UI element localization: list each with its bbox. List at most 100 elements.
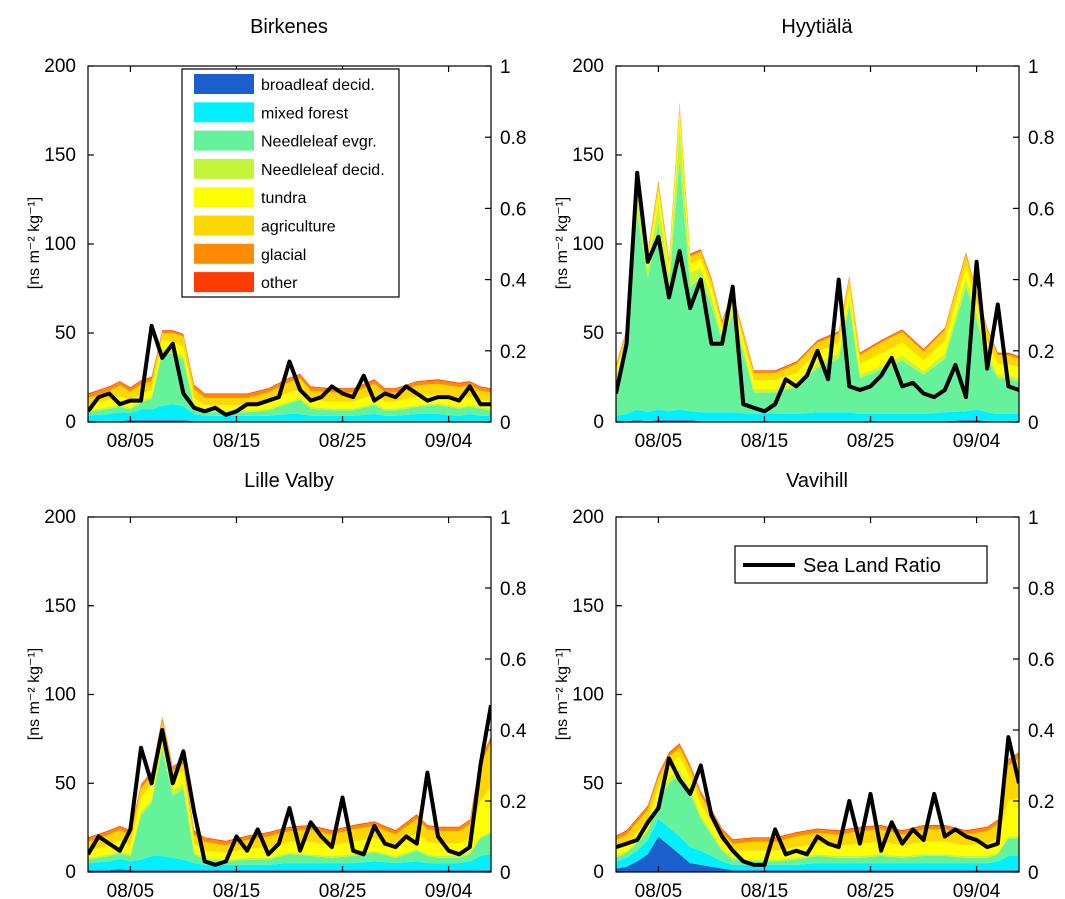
x-tick-label: 08/05 bbox=[107, 881, 155, 899]
y2-tick-label: 0.2 bbox=[1028, 792, 1054, 813]
y2-tick-label: 0.6 bbox=[1028, 199, 1054, 220]
stacked-areas bbox=[88, 323, 491, 422]
y2-tick-label: 0.8 bbox=[500, 579, 526, 600]
y-axis-label: [ns m⁻² kg⁻¹] bbox=[26, 197, 43, 289]
sea-land-ratio-line bbox=[616, 735, 1019, 867]
y-tick-label: 0 bbox=[593, 862, 604, 883]
y-tick-label: 100 bbox=[572, 685, 604, 706]
y-tick-label: 200 bbox=[572, 56, 604, 77]
panel-birkenes: Birkenes [ns m⁻² kg⁻¹] 05010015020000.20… bbox=[26, 16, 527, 452]
x-tick-label: 09/04 bbox=[425, 881, 473, 899]
area-tundra bbox=[616, 756, 1019, 860]
stacked-areas bbox=[616, 102, 1019, 422]
legend-label: tundra bbox=[261, 190, 306, 207]
y2-tick-label: 1 bbox=[1028, 508, 1039, 529]
area-agriculture bbox=[88, 333, 491, 406]
x-tick-label: 08/25 bbox=[847, 431, 895, 452]
legend-line-label: Sea Land Ratio bbox=[803, 555, 941, 577]
legend-swatch bbox=[194, 158, 254, 179]
panel-lille-valby: Lille Valby [ns m⁻² kg⁻¹] 05010015020000… bbox=[26, 470, 527, 899]
legend-label: agriculture bbox=[261, 219, 336, 236]
y2-tick-label: 0 bbox=[1028, 413, 1039, 434]
y2-tick-label: 0.4 bbox=[1028, 271, 1055, 292]
area-mixed-forest bbox=[88, 404, 491, 422]
legend-swatch bbox=[194, 102, 254, 123]
y-tick-label: 50 bbox=[55, 323, 76, 344]
y2-tick-label: 0 bbox=[500, 413, 511, 434]
y-axis-label: [ns m⁻² kg⁻¹] bbox=[554, 197, 571, 289]
land-cover-legend: broadleaf decid. mixed forest Needleleaf e… bbox=[181, 68, 400, 298]
area-mixed-forest bbox=[616, 818, 1019, 871]
y-axis-label: [ns m⁻² kg⁻¹] bbox=[554, 648, 571, 740]
area-tundra bbox=[88, 728, 491, 860]
stacked-areas bbox=[88, 704, 491, 872]
y-tick-label: 100 bbox=[572, 234, 604, 255]
panel-vavihill: Vavihill [ns m⁻² kg⁻¹] 05010015020000.20… bbox=[554, 470, 1055, 899]
y2-tick-label: 0.8 bbox=[500, 128, 526, 149]
legend-swatch bbox=[194, 215, 254, 236]
x-tick-label: 08/15 bbox=[213, 431, 261, 452]
x-tick-label: 09/04 bbox=[953, 881, 1001, 899]
x-tick-label: 08/15 bbox=[213, 881, 261, 899]
y-tick-label: 200 bbox=[44, 507, 76, 528]
area-mixed-forest bbox=[88, 854, 491, 871]
legend-swatch bbox=[194, 130, 254, 151]
area-broadleaf-decid bbox=[88, 869, 491, 872]
legend-label: Needleleaf decid. bbox=[261, 162, 385, 179]
y2-tick-label: 1 bbox=[500, 57, 511, 78]
panel-title: Hyytiälä bbox=[781, 16, 853, 38]
y2-tick-label: 0.8 bbox=[1028, 128, 1054, 149]
legend-swatch bbox=[194, 187, 254, 208]
y-tick-label: 150 bbox=[44, 145, 76, 166]
legend-swatch bbox=[194, 272, 254, 293]
y-tick-label: 100 bbox=[44, 685, 76, 706]
y-tick-label: 0 bbox=[65, 862, 76, 883]
panel-title: Vavihill bbox=[786, 470, 848, 492]
area-needleleaf-evgr bbox=[616, 160, 1019, 416]
plot-area: 0 50 100 150 200 0 0.2 0.4 0.6 0.8 1 08/05 08/15 08/2… bbox=[44, 56, 527, 452]
x-tick-label: 08/05 bbox=[635, 881, 683, 899]
x-tick-label: 08/25 bbox=[319, 431, 367, 452]
sea-land-ratio-legend: Sea Land Ratio bbox=[734, 545, 988, 584]
y-tick-label: 150 bbox=[572, 145, 604, 166]
y-tick-label: 50 bbox=[583, 323, 604, 344]
y2-tick-label: 1 bbox=[1028, 57, 1039, 78]
y-tick-label: 0 bbox=[593, 412, 604, 433]
x-tick-label: 08/05 bbox=[107, 431, 155, 452]
y-tick-label: 50 bbox=[583, 773, 604, 794]
legend-label: broadleaf decid. bbox=[261, 77, 375, 94]
legend-label: mixed forest bbox=[261, 105, 349, 122]
y-tick-label: 150 bbox=[44, 596, 76, 617]
x-tick-label: 09/04 bbox=[953, 431, 1001, 452]
area-mixed-forest bbox=[616, 409, 1019, 422]
y-tick-label: 200 bbox=[44, 56, 76, 77]
y2-tick-label: 0.6 bbox=[1028, 650, 1054, 671]
y2-tick-label: 0.2 bbox=[1028, 342, 1054, 363]
y-tick-label: 100 bbox=[44, 234, 76, 255]
sea-land-ratio-line bbox=[88, 323, 491, 417]
x-tick-label: 08/25 bbox=[847, 881, 895, 899]
y2-tick-label: 0.6 bbox=[500, 199, 526, 220]
sea-land-ratio-line bbox=[88, 704, 491, 867]
area-agriculture bbox=[88, 721, 491, 853]
legend-label: Needleleaf evgr. bbox=[261, 134, 377, 151]
legend-swatch bbox=[194, 243, 254, 264]
panel-hyytiala: Hyytiälä [ns m⁻² kg⁻¹] 0 50 100 150 200 0 0.2 0… bbox=[554, 16, 1055, 452]
x-tick-label: 08/15 bbox=[741, 431, 789, 452]
y-axis-label: [ns m⁻² kg⁻¹] bbox=[26, 648, 43, 740]
x-tick-label: 08/15 bbox=[741, 881, 789, 899]
y2-tick-label: 0.2 bbox=[500, 342, 526, 363]
plot-area: 0 50 100 150 200 0 0.2 0.4 0.6 0.8 1 08/05 08/15 08/2… bbox=[572, 507, 1055, 899]
y-tick-label: 150 bbox=[572, 596, 604, 617]
area-broadleaf-decid bbox=[616, 836, 1019, 872]
y-tick-label: 0 bbox=[65, 412, 76, 433]
x-tick-label: 09/04 bbox=[425, 431, 473, 452]
panel-title: Birkenes bbox=[250, 16, 328, 38]
x-tick-label: 08/05 bbox=[635, 431, 683, 452]
y2-tick-label: 0.4 bbox=[500, 271, 527, 292]
y-tick-label: 200 bbox=[572, 507, 604, 528]
y2-tick-label: 0.6 bbox=[500, 650, 526, 671]
area-needleleaf-decid bbox=[88, 349, 491, 413]
y-tick-label: 50 bbox=[55, 773, 76, 794]
y2-tick-label: 0.2 bbox=[500, 792, 526, 813]
